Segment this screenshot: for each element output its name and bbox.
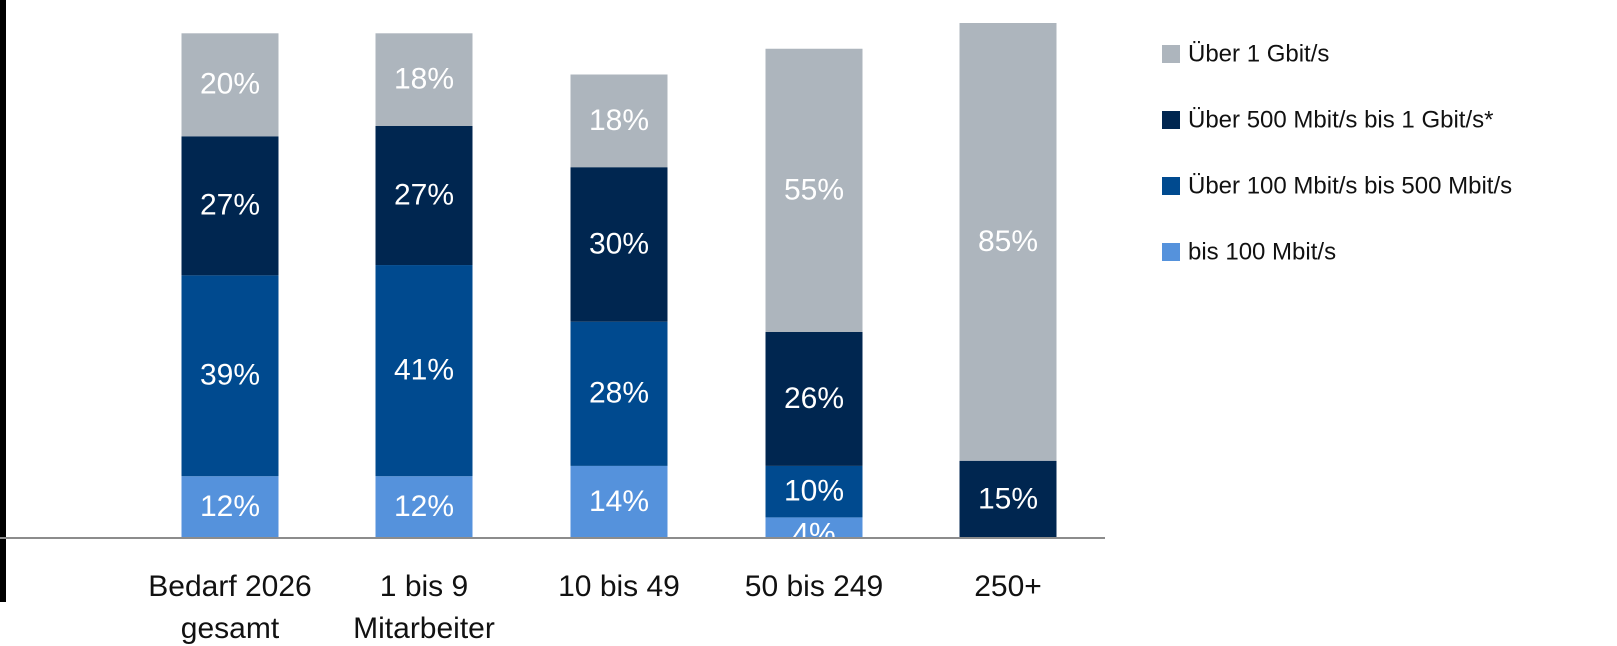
bar-segment-3-3: [765, 48, 863, 332]
bar-segment-2-1: [570, 321, 668, 466]
data-label-4-3: 85%: [978, 225, 1038, 258]
data-label-3-1: 10%: [784, 475, 844, 508]
data-label-2-1: 28%: [589, 377, 649, 410]
legend-swatch-3: [1162, 45, 1180, 63]
bar-segment-1-2: [375, 126, 473, 266]
legend-swatch-1: [1162, 177, 1180, 195]
bar-segment-1-3: [375, 33, 473, 126]
data-label-1-1: 41%: [394, 354, 454, 387]
bar-segment-1-1: [375, 265, 473, 477]
data-label-3-2: 26%: [784, 382, 844, 415]
x-tick-label-0-0: Bedarf 2026: [148, 570, 311, 603]
legend-label-2: Über 500 Mbit/s bis 1 Gbit/s*: [1188, 106, 1493, 133]
data-label-2-2: 30%: [589, 227, 649, 260]
legend-label-3: Über 1 Gbit/s: [1188, 40, 1329, 67]
bar-segment-2-0: [570, 465, 668, 538]
data-label-1-3: 18%: [394, 63, 454, 96]
data-label-2-0: 14%: [589, 485, 649, 518]
bar-segment-0-1: [181, 275, 279, 477]
data-label-1-0: 12%: [394, 490, 454, 523]
bar-segment-1-0: [375, 476, 473, 538]
data-label-2-3: 18%: [589, 104, 649, 137]
legend-label-0: bis 100 Mbit/s: [1188, 238, 1336, 265]
bar-segment-3-1: [765, 465, 863, 518]
bar-segment-3-2: [765, 332, 863, 466]
data-label-3-0: 4%: [792, 518, 835, 551]
data-label-3-3: 55%: [784, 173, 844, 206]
x-tick-label-3-0: 50 bis 249: [745, 570, 883, 603]
x-tick-label-4-0: 250+: [974, 570, 1042, 603]
bar-segment-4-3: [959, 23, 1057, 461]
bar-segment-3-0: [765, 517, 863, 538]
data-label-0-2: 27%: [200, 189, 260, 222]
x-tick-label-0-1: gesamt: [181, 612, 280, 645]
x-axis-labels: Bedarf 2026 gesamt 1 bis 9 Mitarbeiter 10 bi…: [148, 570, 1042, 645]
x-tick-label-1-1: Mitarbeiter: [353, 612, 495, 645]
x-tick-label-2-0: 10 bis 49: [558, 570, 680, 603]
data-label-4-2: 15%: [978, 482, 1038, 515]
data-label-0-1: 39%: [200, 359, 260, 392]
legend-swatch-0: [1162, 243, 1180, 261]
data-label-1-2: 27%: [394, 178, 454, 211]
bar-segment-0-0: [181, 476, 279, 538]
bar-segment-0-3: [181, 33, 279, 137]
bar-segment-2-3: [570, 74, 668, 168]
legend-swatch-2: [1162, 111, 1180, 129]
data-label-0-0: 12%: [200, 490, 260, 523]
x-tick-label-1-0: 1 bis 9: [380, 570, 468, 603]
legend-label-1: Über 100 Mbit/s bis 500 Mbit/s: [1188, 172, 1512, 199]
data-label-0-3: 20%: [200, 68, 260, 101]
legend: Über 1 Gbit/s Über 500 Mbit/s bis 1 Gbit/…: [1162, 40, 1512, 265]
bars-group: 12% 39% 27% 20% 12% 41% 27% 18% 14% 28% 30% 18% 4% 10…: [181, 23, 1057, 551]
bar-segment-0-2: [181, 136, 279, 276]
bar-segment-2-2: [570, 167, 668, 322]
bar-segment-4-2: [959, 460, 1057, 538]
